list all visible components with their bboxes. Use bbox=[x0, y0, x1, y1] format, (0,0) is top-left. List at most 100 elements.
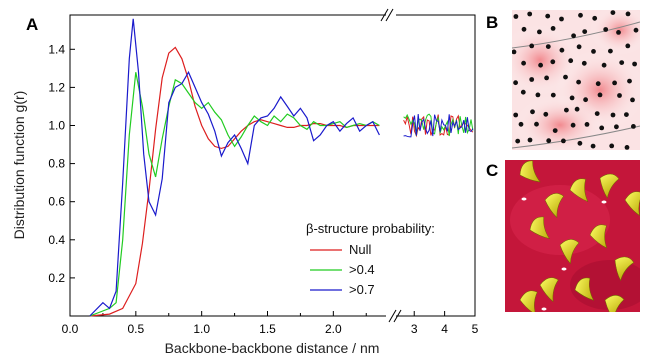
sidechain-marker bbox=[601, 200, 607, 204]
particle-dot bbox=[627, 78, 632, 84]
particle-dot bbox=[515, 138, 521, 144]
particle-dot bbox=[584, 122, 590, 127]
axis-break-mark bbox=[385, 8, 394, 22]
particle-dot bbox=[563, 74, 568, 80]
x-tick-label: 1.0 bbox=[193, 322, 210, 336]
particle-dot bbox=[546, 138, 552, 144]
particle-dot bbox=[576, 79, 581, 85]
particle-dot bbox=[534, 121, 539, 127]
particle-dot bbox=[631, 124, 636, 129]
particle-dot bbox=[632, 61, 637, 67]
y-tick-label: 0.2 bbox=[48, 271, 65, 285]
legend: β-structure probability: Null >0.4 >0.7 bbox=[306, 221, 435, 297]
beta-strand-ribbon bbox=[604, 295, 625, 312]
x-tick-label: 1.5 bbox=[259, 322, 276, 336]
particle-dot bbox=[529, 43, 535, 49]
beta-strand-ribbon bbox=[519, 290, 538, 312]
particle-dot bbox=[550, 26, 556, 31]
particle-dot bbox=[624, 145, 630, 150]
particle-dot bbox=[527, 11, 533, 17]
particle-dot bbox=[612, 80, 617, 86]
particle-dot bbox=[624, 112, 629, 117]
y-axis-label: Distribution function g(r) bbox=[11, 91, 27, 240]
particle-dot bbox=[619, 60, 625, 65]
particle-dot bbox=[544, 75, 549, 81]
particle-dot bbox=[569, 95, 575, 101]
particle-dot bbox=[595, 81, 601, 87]
particle-dot bbox=[521, 26, 527, 32]
sidechain-marker bbox=[541, 307, 547, 311]
particle-dot bbox=[590, 143, 596, 149]
particle-dot bbox=[543, 111, 549, 117]
beta-strand-ribbon bbox=[569, 178, 589, 202]
particle-dot bbox=[513, 80, 518, 86]
particle-dot bbox=[561, 138, 566, 144]
y-tick-label: 1.4 bbox=[48, 42, 65, 56]
sidechain-marker bbox=[561, 267, 567, 271]
sidechain-marker bbox=[521, 197, 527, 201]
particle-dot bbox=[552, 128, 558, 134]
particle-dot bbox=[583, 97, 588, 103]
particle-dot bbox=[518, 121, 524, 127]
plot-frame bbox=[69, 14, 476, 317]
particle-dot bbox=[538, 62, 543, 68]
particle-dot bbox=[550, 92, 556, 98]
particle-dot bbox=[594, 111, 600, 116]
beta-strand-ribbon bbox=[589, 224, 608, 249]
particle-dot bbox=[597, 92, 603, 98]
x-axis-label: Backbone-backbone distance / nm bbox=[165, 340, 380, 356]
particle-dot bbox=[581, 60, 587, 66]
particle-dot bbox=[564, 107, 569, 113]
particle-dot bbox=[616, 30, 621, 35]
particle-dot bbox=[625, 43, 631, 49]
particle-dot bbox=[617, 93, 622, 98]
beta-strand-ribbon bbox=[614, 256, 635, 282]
particle-dot bbox=[608, 48, 613, 54]
x-tick-label: 4 bbox=[441, 322, 448, 336]
particle-dot bbox=[592, 15, 598, 21]
beta-strand-ribbon bbox=[519, 160, 541, 183]
y-tick-label: 0.6 bbox=[48, 195, 65, 209]
particle-dot bbox=[582, 29, 588, 34]
particle-dot bbox=[550, 59, 556, 65]
particle-dot bbox=[599, 125, 605, 131]
particle-dot bbox=[630, 97, 635, 103]
beta-strand-ribbon bbox=[529, 216, 551, 239]
series-tail-2 bbox=[403, 114, 474, 138]
series-tail-0 bbox=[403, 114, 474, 138]
axis-break-gap bbox=[386, 10, 396, 322]
particle-dot bbox=[610, 10, 616, 16]
sidechain-marker bbox=[522, 323, 527, 326]
particle-dot bbox=[530, 109, 535, 115]
beta-strand-ribbon bbox=[559, 239, 580, 265]
particle-dot bbox=[570, 122, 576, 128]
particle-dot bbox=[609, 143, 615, 149]
panel-c-image bbox=[505, 160, 640, 326]
particle-dot bbox=[568, 58, 574, 64]
x-tick-label: 2.0 bbox=[325, 322, 342, 336]
particle-dot bbox=[576, 44, 582, 50]
beta-strand-ribbon bbox=[544, 193, 564, 219]
particle-dot bbox=[591, 49, 596, 54]
y-tick-label: 1.0 bbox=[48, 118, 65, 132]
x-tick-label: 3 bbox=[411, 322, 418, 336]
particle-dot bbox=[521, 60, 526, 66]
panel-label-c: C bbox=[486, 161, 498, 180]
particle-dot bbox=[520, 89, 526, 95]
particle-dot bbox=[633, 27, 639, 33]
x-tick-label: 0.0 bbox=[62, 322, 79, 336]
panel-label-b: B bbox=[486, 13, 498, 32]
axis-break-mark bbox=[388, 309, 397, 323]
particle-dot bbox=[577, 140, 583, 146]
particle-dot bbox=[559, 47, 565, 53]
particle-dot bbox=[513, 112, 519, 118]
particle-dot bbox=[610, 112, 616, 118]
particle-dot bbox=[529, 77, 535, 82]
beta-strand-ribbon bbox=[539, 277, 559, 303]
y-tick-label: 0.4 bbox=[48, 233, 65, 247]
x-tick-label: 0.5 bbox=[127, 322, 144, 336]
particle-dot bbox=[625, 11, 631, 17]
beta-strand-ribbon bbox=[624, 191, 640, 217]
particle-dot bbox=[513, 14, 519, 19]
